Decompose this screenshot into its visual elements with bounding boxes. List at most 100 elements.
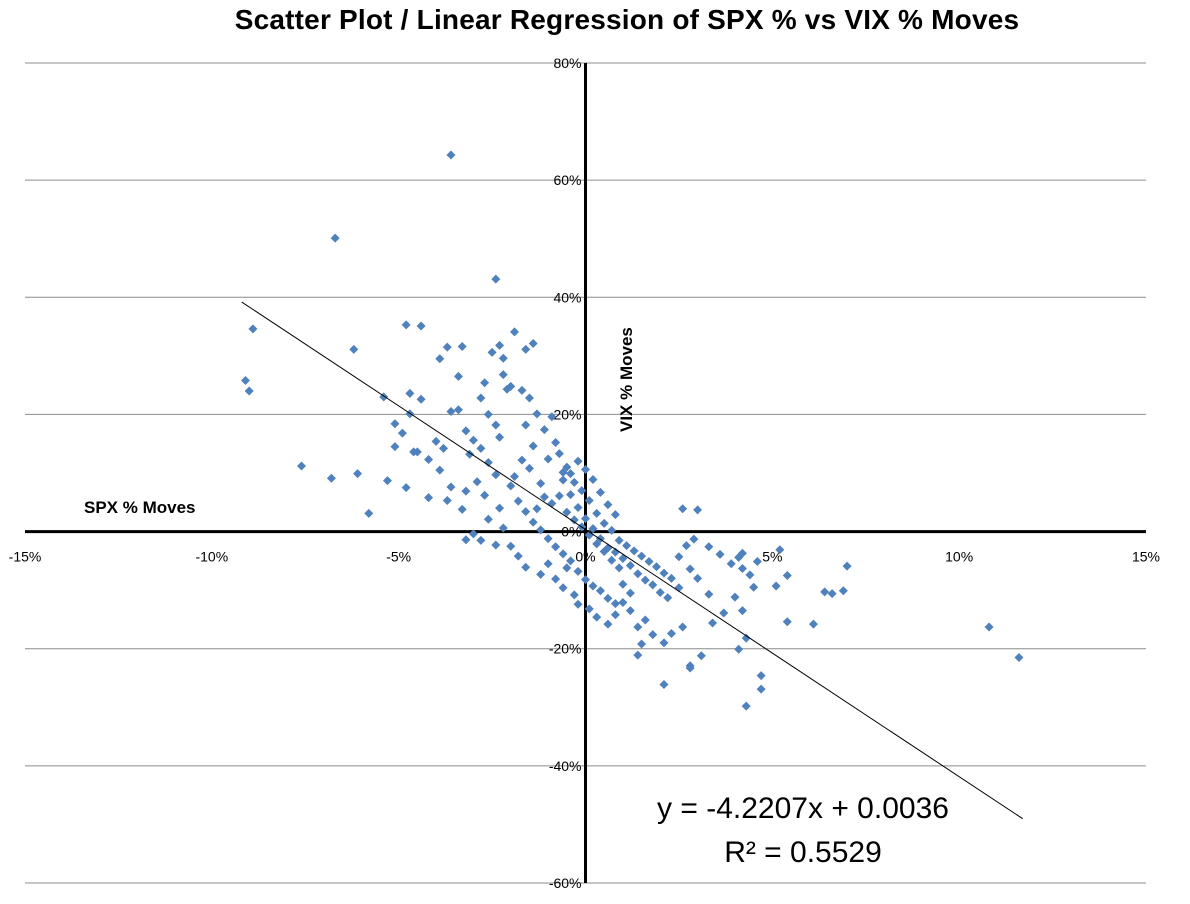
data-point xyxy=(521,507,531,517)
data-point xyxy=(715,549,725,559)
data-point xyxy=(349,344,359,354)
y-tick-label: -40% xyxy=(549,758,582,774)
data-point xyxy=(640,575,650,585)
data-point xyxy=(506,541,516,551)
data-point xyxy=(524,393,534,403)
data-point xyxy=(543,534,553,544)
data-point xyxy=(528,517,538,527)
data-point xyxy=(480,378,490,388)
data-point xyxy=(547,498,557,508)
data-point xyxy=(330,233,340,243)
data-point xyxy=(618,597,628,607)
data-point xyxy=(297,461,307,471)
data-point xyxy=(704,542,714,552)
data-point xyxy=(581,464,590,474)
data-point xyxy=(618,579,628,589)
data-point xyxy=(244,386,254,396)
data-point xyxy=(551,438,561,448)
data-point xyxy=(554,491,564,501)
data-point xyxy=(842,561,852,571)
data-point xyxy=(577,486,587,496)
data-point xyxy=(607,555,617,565)
data-point xyxy=(528,339,538,349)
x-tick-label: 5% xyxy=(762,549,782,565)
regression-equation: y = -4.2207x + 0.0036 xyxy=(657,792,949,825)
data-point xyxy=(536,525,546,535)
data-point xyxy=(517,455,527,465)
data-point xyxy=(573,456,583,466)
data-point xyxy=(457,341,467,351)
data-point xyxy=(442,342,452,352)
data-point xyxy=(808,619,818,629)
data-point xyxy=(610,610,620,620)
data-point xyxy=(536,569,546,579)
data-point xyxy=(513,551,523,561)
data-point xyxy=(827,589,837,599)
y-tick-label: 80% xyxy=(553,55,581,71)
data-point xyxy=(468,529,478,539)
data-point xyxy=(584,496,594,506)
data-point xyxy=(480,490,490,500)
tick-labels: 80% 60% 40% 20% 0% -20% -40% -60% -15% -10% -5% 0% 5… xyxy=(9,55,1160,891)
data-point xyxy=(666,628,676,638)
data-point xyxy=(581,575,590,585)
data-point xyxy=(562,462,572,472)
data-point xyxy=(446,407,456,416)
y-axis-title: VIX % Moves xyxy=(617,327,636,432)
data-point xyxy=(483,457,493,467)
y-tick-label: 20% xyxy=(553,406,581,422)
data-point xyxy=(644,556,654,566)
data-point xyxy=(510,472,520,482)
data-point xyxy=(495,432,505,442)
data-point xyxy=(756,671,766,681)
data-point xyxy=(566,556,576,566)
x-tick-label: 10% xyxy=(945,549,973,565)
data-point xyxy=(745,570,755,580)
data-point xyxy=(689,534,699,544)
data-point xyxy=(353,469,363,479)
data-point xyxy=(513,496,523,506)
data-point xyxy=(558,475,568,485)
data-point xyxy=(435,465,445,475)
data-points xyxy=(240,150,1024,711)
data-point xyxy=(651,562,661,572)
data-point xyxy=(401,320,411,330)
data-point xyxy=(539,492,549,502)
data-point xyxy=(629,546,639,556)
data-point xyxy=(562,507,572,517)
data-point xyxy=(397,428,407,438)
data-point xyxy=(416,394,426,404)
data-point xyxy=(326,473,336,483)
data-point xyxy=(610,547,620,557)
data-point xyxy=(569,477,579,487)
data-point xyxy=(569,590,579,600)
data-point xyxy=(562,563,572,573)
x-tick-label: 0% xyxy=(575,549,595,565)
data-point xyxy=(491,420,501,430)
data-point xyxy=(625,588,635,598)
data-point xyxy=(659,638,669,648)
data-point xyxy=(521,344,531,354)
data-point xyxy=(551,542,561,552)
data-point xyxy=(476,443,486,453)
data-point xyxy=(633,622,643,632)
data-point xyxy=(730,592,740,602)
y-tick-label: -20% xyxy=(549,641,582,657)
data-point xyxy=(248,324,258,334)
data-point xyxy=(551,574,561,584)
data-point xyxy=(573,599,583,609)
data-point xyxy=(625,606,635,616)
data-point xyxy=(678,622,688,632)
data-point xyxy=(741,701,751,711)
data-point xyxy=(528,441,538,451)
data-point xyxy=(495,340,505,350)
data-point xyxy=(678,504,688,514)
data-point xyxy=(614,535,624,545)
data-point xyxy=(666,573,676,583)
data-point xyxy=(1014,653,1024,662)
data-point xyxy=(603,500,613,510)
data-point xyxy=(610,599,620,609)
data-point xyxy=(741,633,751,643)
data-point xyxy=(491,274,501,284)
data-point xyxy=(775,545,785,555)
